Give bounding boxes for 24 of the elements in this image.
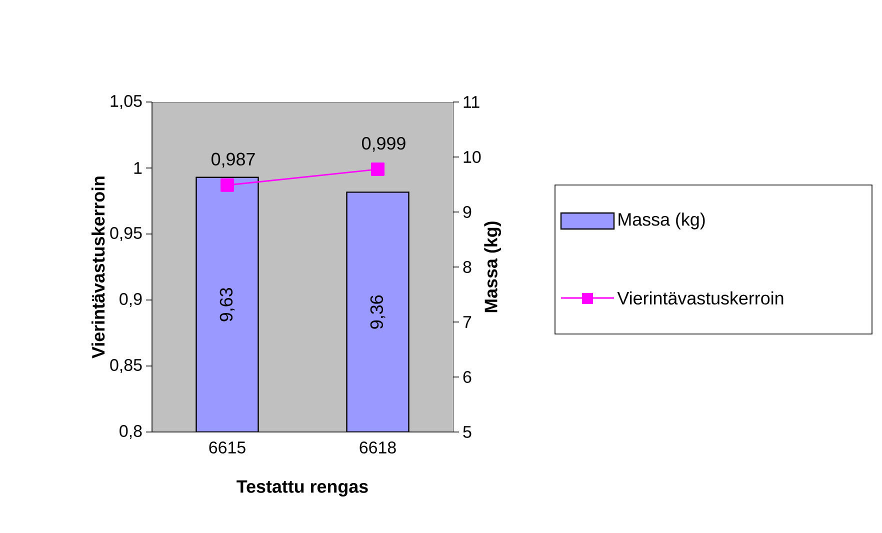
y-tick-label: 1 xyxy=(134,162,142,174)
data-label: 9,63 xyxy=(220,288,235,322)
y2-tick-label: 6 xyxy=(463,370,472,383)
y2-tick-label: 5 xyxy=(463,426,472,438)
y-axis-title: Vierintävastuskerroin xyxy=(92,176,105,358)
data-label: 0,987 xyxy=(212,152,255,168)
y-tick-label: 0,95 xyxy=(110,226,142,241)
legend-label: Vierintävastuskerroin xyxy=(617,291,784,305)
y2-tick-label: 7 xyxy=(463,316,472,328)
x-tick-label: 6615 xyxy=(209,442,246,454)
data-label: 9,36 xyxy=(370,295,386,329)
y-tick-label: 0,8 xyxy=(120,424,142,439)
y2-axis-title: Massa (kg) xyxy=(484,222,501,312)
y-tick-label: 0,85 xyxy=(110,358,142,373)
data-label: 0,999 xyxy=(362,136,406,152)
y2-tick-label: 8 xyxy=(463,260,472,273)
legend-label: Massa (kg) xyxy=(618,212,705,230)
y2-tick-label: 9 xyxy=(463,206,472,218)
y-tick-label: 0,9 xyxy=(120,292,142,307)
y2-tick-label: 10 xyxy=(464,150,481,163)
x-tick-label: 6618 xyxy=(360,442,396,454)
x-axis-title: Testattu rengas xyxy=(236,480,368,496)
y-tick-label: 1,05 xyxy=(110,94,142,109)
y2-tick-label: 11 xyxy=(464,96,480,108)
